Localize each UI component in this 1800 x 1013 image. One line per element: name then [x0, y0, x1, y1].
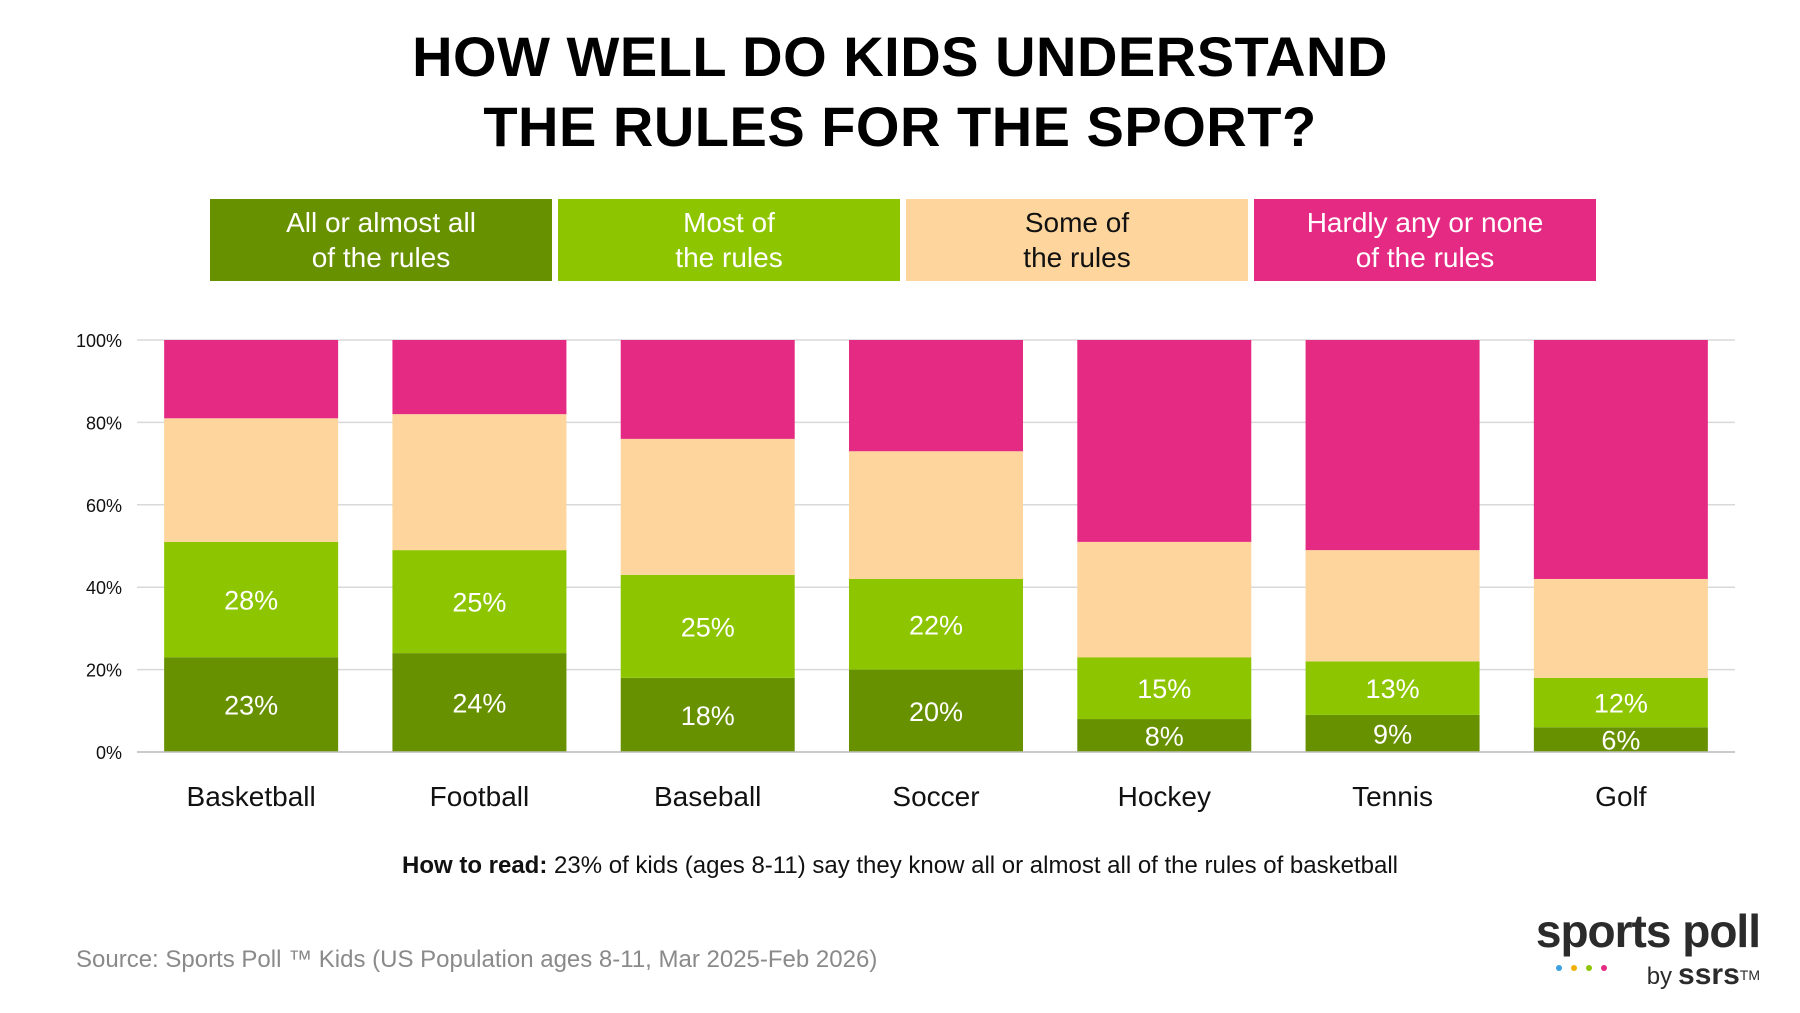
bar-segment — [1077, 340, 1252, 542]
legend-item-most: Most of the rules — [558, 199, 900, 281]
bar-segment — [1305, 550, 1480, 662]
bar-segment — [1077, 719, 1252, 752]
bar-segment — [164, 541, 339, 658]
legend-label-line: of the rules — [1355, 242, 1495, 273]
source-note: Source: Sports Poll ™ Kids (US Populatio… — [76, 946, 878, 973]
legend-label-line: of the rules — [311, 242, 451, 273]
data-label: 9% — [1373, 719, 1412, 749]
x-tick-label: Hockey — [1118, 781, 1211, 812]
bar-segment — [1533, 727, 1708, 752]
y-tick-label: 100% — [76, 331, 122, 351]
data-label: 28% — [224, 586, 278, 616]
bar-segment — [620, 677, 795, 752]
legend-label-line: All or almost all — [286, 207, 476, 238]
bar-segment — [392, 340, 567, 415]
stacked-bar-chart: 0% 20% 40% 60% 80% 100% 23% 28% Basketball 24% 25%… — [76, 331, 1735, 812]
legend-item-some: Some of the rules — [906, 199, 1248, 281]
bar-segment — [849, 669, 1023, 752]
y-tick-label: 80% — [86, 413, 122, 433]
legend: All or almost all of the rules Most of t… — [210, 199, 1596, 281]
x-tick-label: Tennis — [1352, 781, 1433, 812]
bar-segment — [1077, 541, 1252, 658]
data-label: 6% — [1601, 726, 1640, 756]
logo-byline: by ssrsTM — [1647, 958, 1760, 994]
x-tick-label: Basketball — [187, 781, 316, 812]
logo-dot — [1586, 965, 1592, 971]
logo-dots — [1556, 965, 1607, 971]
bar-segment — [392, 550, 567, 654]
bar-segment — [620, 438, 795, 575]
data-label: 13% — [1366, 674, 1420, 704]
data-label: 24% — [452, 689, 506, 719]
logo-dot — [1601, 965, 1607, 971]
y-tick-label: 0% — [96, 743, 122, 763]
bar-segment — [1305, 661, 1480, 715]
legend-label-line: Some of — [1024, 207, 1130, 238]
data-label: 8% — [1145, 722, 1184, 752]
logo-by: by — [1646, 963, 1673, 990]
legend-label-line: the rules — [675, 242, 783, 273]
logo-tm: TM — [1739, 967, 1760, 983]
legend-label-line: Hardly any or none — [1306, 207, 1544, 238]
bar-segment — [1077, 657, 1252, 720]
bar-segment — [1305, 714, 1480, 752]
bar-segment — [164, 340, 339, 419]
x-tick-label: Soccer — [892, 781, 979, 812]
x-tick-label: Football — [430, 781, 530, 812]
data-label: 15% — [1137, 674, 1191, 704]
bar-segment — [1305, 340, 1480, 551]
chart-title: HOW WELL DO KIDS UNDERSTAND THE RULES FO… — [0, 22, 1800, 162]
title-line-1: HOW WELL DO KIDS UNDERSTAND — [412, 25, 1388, 88]
x-tick-label: Golf — [1595, 781, 1647, 812]
data-label: 23% — [224, 691, 278, 721]
data-label: 25% — [681, 612, 735, 642]
logo-dot — [1556, 965, 1562, 971]
legend-label-line: Most of — [683, 207, 775, 238]
x-tick-label: Baseball — [654, 781, 761, 812]
bar-segment — [849, 578, 1023, 670]
legend-item-hardly: Hardly any or none of the rules — [1254, 199, 1596, 281]
bar-segment — [1533, 677, 1708, 728]
legend-item-all: All or almost all of the rules — [210, 199, 552, 281]
bar-segment — [620, 574, 795, 678]
data-label: 22% — [909, 610, 963, 640]
bar-segment — [164, 657, 339, 752]
how-to-read-note: How to read: 23% of kids (ages 8-11) say… — [0, 852, 1800, 880]
y-tick-label: 60% — [86, 496, 122, 516]
data-label: 12% — [1594, 689, 1648, 719]
data-label: 18% — [681, 701, 735, 731]
bar-segment — [620, 340, 795, 439]
bar-segment — [849, 451, 1023, 579]
legend-label-line: the rules — [1023, 242, 1131, 273]
y-tick-label: 20% — [86, 661, 122, 681]
bar-segment — [392, 653, 567, 752]
how-to-read-text: 23% of kids (ages 8-11) say they know al… — [554, 852, 1398, 879]
data-label: 20% — [909, 697, 963, 727]
bar-segment — [164, 418, 339, 542]
bar-segment — [849, 340, 1023, 452]
bar-segment — [392, 414, 567, 551]
title-line-2: THE RULES FOR THE SPORT? — [483, 95, 1317, 158]
bar-segment — [1533, 578, 1708, 678]
how-to-read-label: How to read: — [402, 852, 548, 879]
logo-dot — [1571, 965, 1577, 971]
logo-wordmark: sports poll — [1535, 905, 1761, 957]
logo-brand: ssrs — [1678, 958, 1740, 991]
data-label: 25% — [452, 588, 506, 618]
bar-segment — [1533, 340, 1708, 579]
sports-poll-logo: sports poll by ssrsTM — [1460, 905, 1761, 1000]
y-tick-label: 40% — [86, 578, 122, 598]
